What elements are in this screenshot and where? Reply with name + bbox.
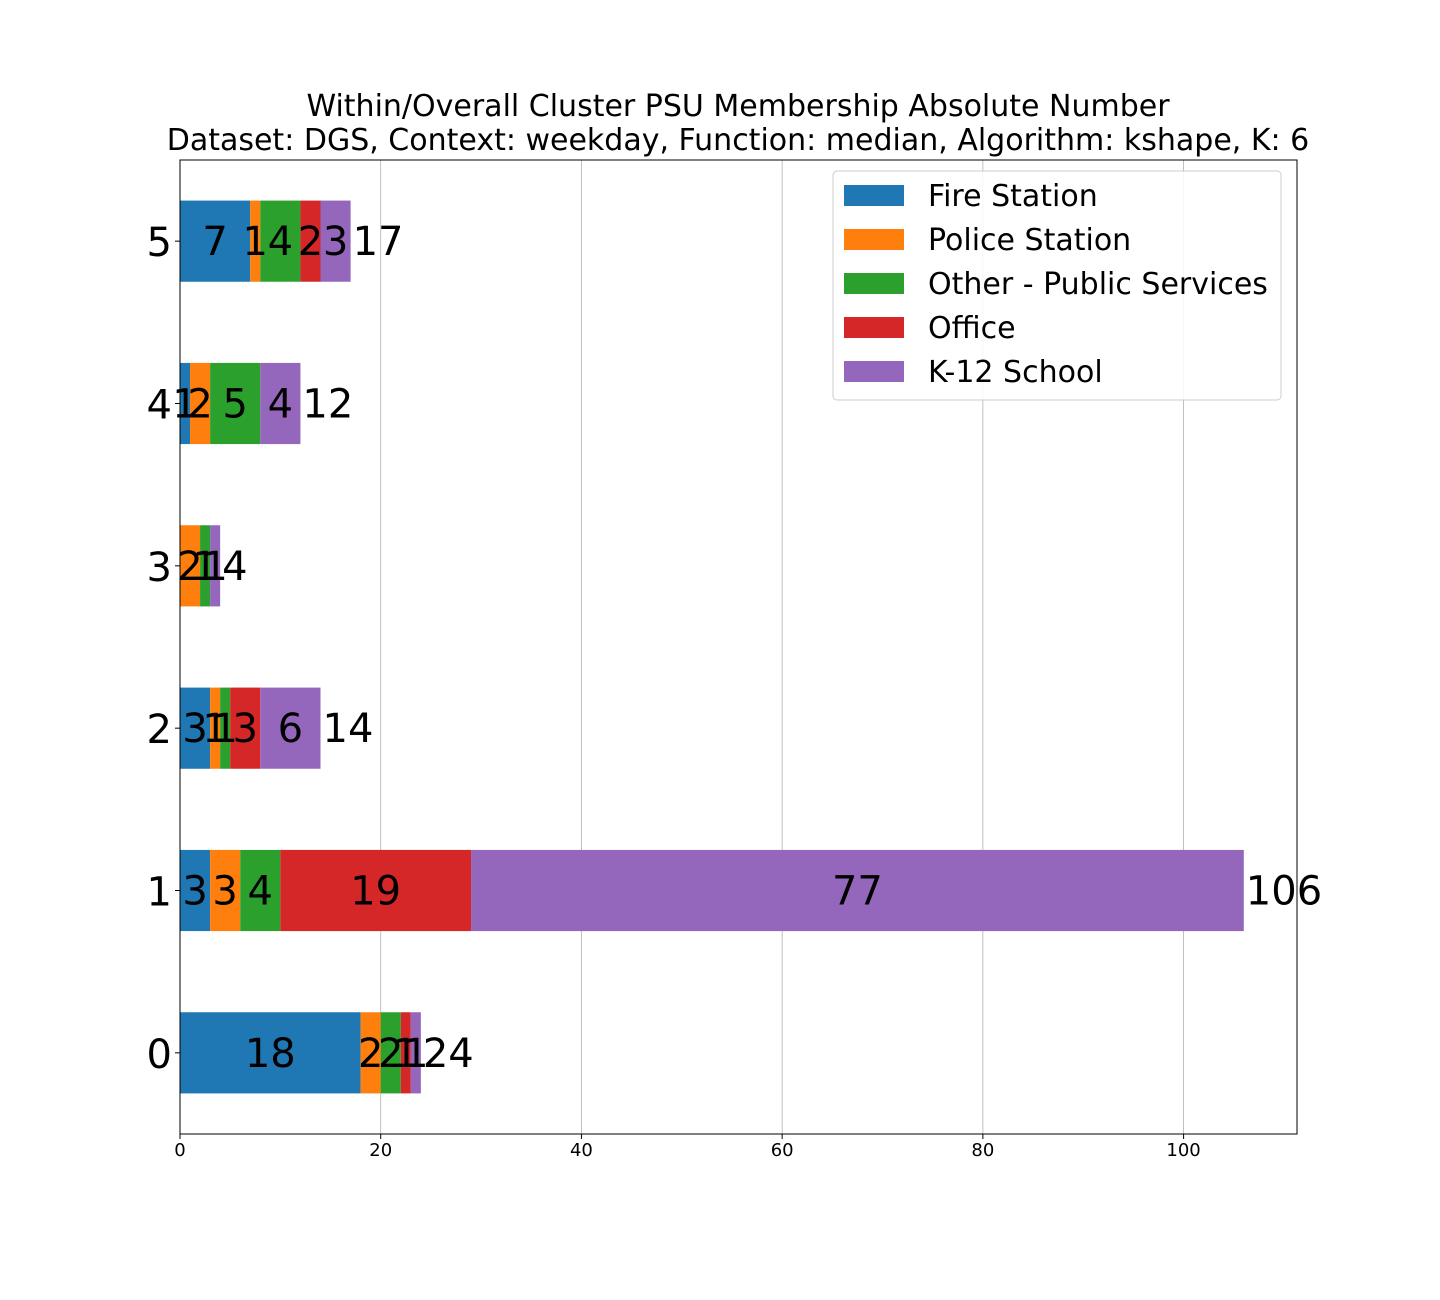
segment-value-label: 3 [182,706,207,752]
segment-value-label: 6 [278,706,303,752]
segment-value-label: 4 [268,382,293,428]
total-value-label: 24 [423,1031,474,1077]
bar-segment [210,687,221,769]
segment-value-label: 18 [245,1031,296,1077]
bar-segment [471,849,1244,932]
segment-value-label: 3 [212,869,237,915]
legend-label: Other - Public Services [928,267,1268,302]
bar-segment [380,1012,401,1094]
segment-value-label: 1 [202,544,227,590]
legend: Fire Station Police Station Other - Public… [832,170,1282,401]
segment-value-label: 2 [358,1031,383,1077]
segment-value-label: 1 [172,382,197,428]
bar-segment [360,1012,381,1094]
bar-segment [260,687,321,769]
segment-value-label: 77 [832,869,883,915]
x-tick-label: 100 [1166,1140,1200,1161]
x-tick-label: 40 [570,1140,593,1161]
bar-segment [300,200,321,282]
bar-segment [260,362,301,445]
segment-value-label: 1 [192,544,217,590]
x-tick-label: 0 [174,1140,185,1161]
total-value-label: 12 [302,382,353,428]
segment-value-label: 5 [222,382,247,428]
legend-swatch [844,317,904,338]
bar-segment [190,362,211,445]
segment-value-label: 1 [403,1031,428,1077]
legend-swatch [844,185,904,206]
segment-value-label: 7 [202,219,227,265]
total-value-label: 17 [353,219,404,265]
bar-segment [280,849,472,932]
segment-value-label: 19 [350,869,401,915]
segment-value-label: 4 [248,869,273,915]
bars [180,200,1244,1094]
bar-segment [320,200,351,282]
bar-segment [210,362,261,445]
legend-label: Office [928,311,1016,346]
bar-segment [260,200,301,282]
segment-value-label: 1 [202,706,227,752]
y-tick-label: 1 [147,870,172,916]
y-tick-label: 5 [147,220,172,266]
plot-frame [179,159,1298,1135]
bar-segment [230,687,261,769]
x-tick-label: 20 [369,1140,392,1161]
legend-label: Police Station [928,223,1131,258]
y-tick-label: 3 [147,545,172,591]
x-tick-label: 80 [971,1140,994,1161]
chart-subtitle: Dataset: DGS, Context: weekday, Function… [167,123,1310,158]
segment-value-label: 2 [378,1031,403,1077]
legend-swatch [844,361,904,382]
legend-swatch [844,229,904,250]
segment-value-label: 1 [393,1031,418,1077]
y-tick-label: 2 [147,707,172,753]
bar-segment [180,687,211,769]
segment-value-label: 3 [182,869,207,915]
total-value-label: 14 [323,706,374,752]
y-tick-label: 4 [147,383,172,429]
x-tick-label: 60 [771,1140,794,1161]
bar-segment [410,1012,421,1094]
bar-segment [180,1012,361,1094]
segment-value-label: 2 [298,219,323,265]
bar-segment [180,525,201,607]
legend-label: K-12 School [928,355,1103,390]
bar-segment [180,200,251,282]
bar-segment [210,525,221,607]
total-value-label: 4 [222,544,247,590]
segment-value-label: 3 [233,706,258,752]
segment-value-label: 3 [323,219,348,265]
segment-value-label: 2 [177,544,202,590]
chart-title: Within/Overall Cluster PSU Membership Ab… [306,89,1170,124]
bar-segment [250,200,261,282]
segment-value-label: 1 [212,706,237,752]
legend-swatch [844,273,904,294]
segment-value-label: 4 [268,219,293,265]
bar-segment [180,362,191,445]
y-tick-label: 0 [147,1032,172,1078]
bar-segment [220,687,231,769]
bar-segment [400,1012,411,1094]
legend-box [832,170,1282,401]
total-value-label: 106 [1246,869,1322,915]
bar-segment [180,849,211,932]
segment-value-label: 1 [243,219,268,265]
bar-segment [240,849,281,932]
bar-segment [200,525,211,607]
segment-value-label: 2 [187,382,212,428]
bar-segment [210,849,241,932]
legend-label: Fire Station [928,179,1098,214]
